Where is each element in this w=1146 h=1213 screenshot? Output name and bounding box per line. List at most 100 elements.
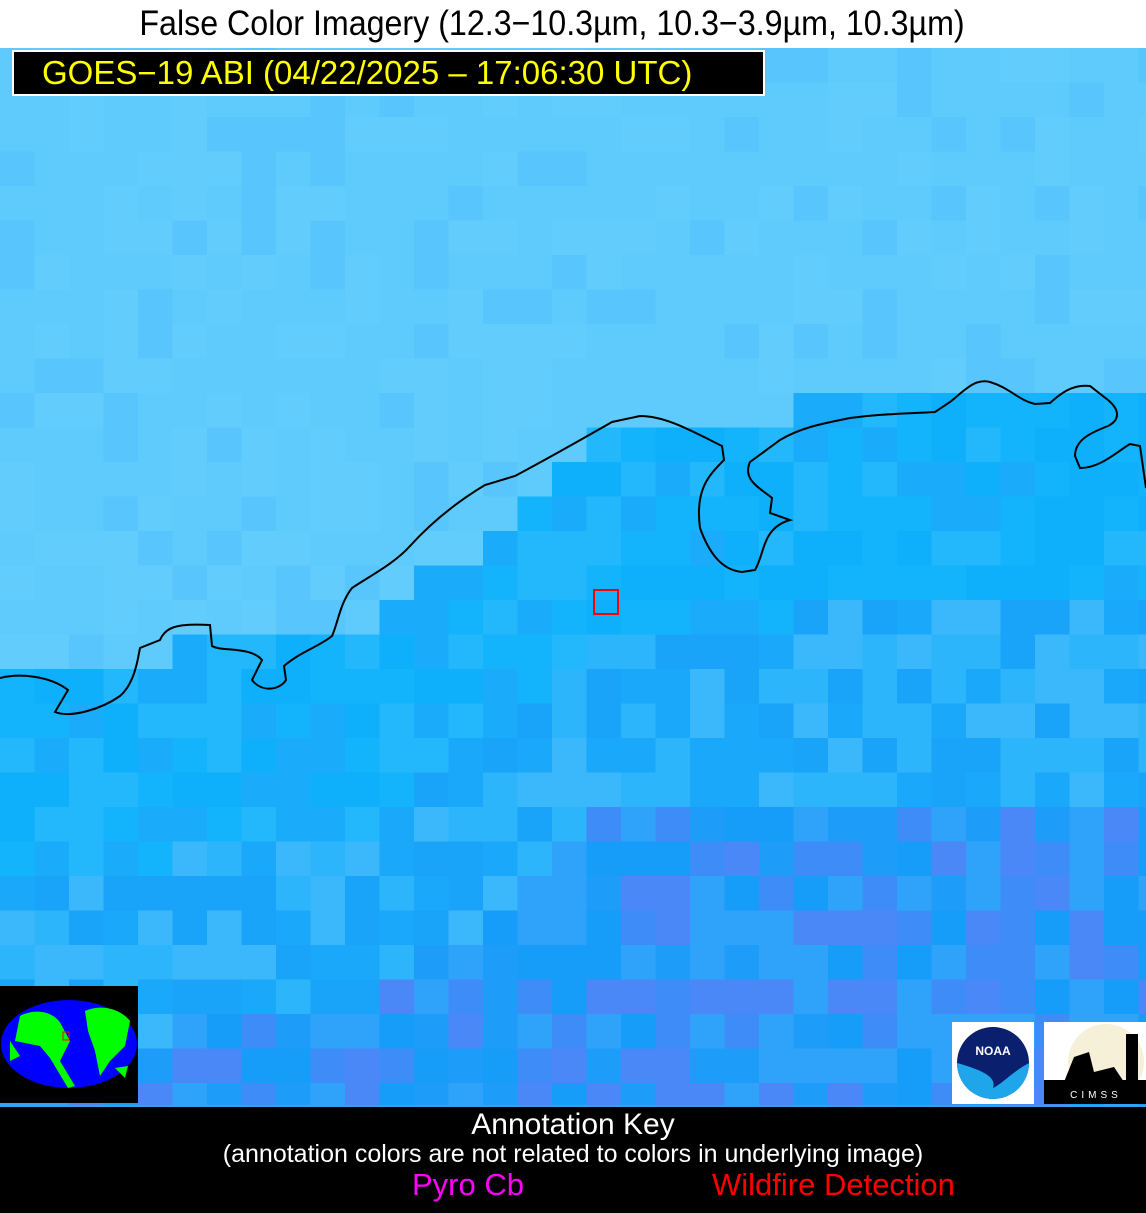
image-pixel <box>1035 738 1071 774</box>
image-pixel <box>759 669 795 705</box>
image-pixel <box>138 462 174 498</box>
image-pixel <box>724 807 760 843</box>
image-pixel <box>897 945 933 981</box>
image-pixel <box>517 945 553 981</box>
image-pixel <box>1000 600 1036 636</box>
image-pixel <box>862 910 898 946</box>
image-pixel <box>1069 393 1105 429</box>
image-pixel <box>379 427 415 463</box>
image-pixel <box>552 1014 588 1050</box>
image-pixel <box>793 1014 829 1050</box>
image-pixel <box>414 807 450 843</box>
image-pixel <box>379 703 415 739</box>
image-pixel <box>414 876 450 912</box>
image-pixel <box>690 600 726 636</box>
image-pixel <box>690 738 726 774</box>
image-pixel <box>1138 82 1146 118</box>
image-pixel <box>103 186 139 222</box>
image-pixel <box>517 841 553 877</box>
image-pixel <box>310 1048 346 1084</box>
image-pixel <box>966 634 1002 670</box>
image-pixel <box>690 531 726 567</box>
image-pixel <box>621 255 657 291</box>
image-pixel <box>897 876 933 912</box>
image-pixel <box>69 807 105 843</box>
image-pixel <box>552 945 588 981</box>
image-pixel <box>586 1083 622 1105</box>
image-pixel <box>862 255 898 291</box>
image-pixel <box>345 462 381 498</box>
image-pixel <box>966 324 1002 360</box>
image-pixel <box>621 496 657 532</box>
image-pixel <box>517 1083 553 1105</box>
image-pixel <box>621 1014 657 1050</box>
image-pixel <box>690 876 726 912</box>
image-pixel <box>414 358 450 394</box>
image-pixel <box>966 462 1002 498</box>
image-pixel <box>34 151 70 187</box>
image-pixel <box>276 220 312 256</box>
image-pixel <box>379 462 415 498</box>
image-pixel <box>828 186 864 222</box>
image-pixel <box>931 82 967 118</box>
image-pixel <box>483 462 519 498</box>
image-pixel <box>448 772 484 808</box>
image-pixel <box>345 1083 381 1105</box>
image-pixel <box>655 669 691 705</box>
image-pixel <box>345 772 381 808</box>
image-pixel <box>759 703 795 739</box>
image-pixel <box>586 531 622 567</box>
image-pixel <box>483 393 519 429</box>
image-pixel <box>621 186 657 222</box>
image-pixel <box>552 876 588 912</box>
image-pixel <box>552 117 588 153</box>
image-pixel <box>345 496 381 532</box>
image-pixel <box>379 772 415 808</box>
image-pixel <box>1035 220 1071 256</box>
image-pixel <box>207 841 243 877</box>
image-pixel <box>621 1048 657 1084</box>
image-pixel <box>1104 358 1140 394</box>
image-pixel <box>34 807 70 843</box>
image-pixel <box>483 255 519 291</box>
image-pixel <box>1000 703 1036 739</box>
image-pixel <box>655 876 691 912</box>
image-pixel <box>103 910 139 946</box>
image-pixel <box>241 220 277 256</box>
image-pixel <box>310 669 346 705</box>
image-pixel <box>1104 565 1140 601</box>
image-pixel <box>1035 496 1071 532</box>
image-pixel <box>759 186 795 222</box>
image-pixel <box>103 565 139 601</box>
image-pixel <box>1138 462 1146 498</box>
image-pixel <box>1035 186 1071 222</box>
image-pixel <box>483 220 519 256</box>
image-pixel <box>690 634 726 670</box>
image-pixel <box>621 462 657 498</box>
image-pixel <box>931 600 967 636</box>
image-pixel <box>517 1014 553 1050</box>
image-pixel <box>69 600 105 636</box>
image-pixel <box>1000 910 1036 946</box>
image-pixel <box>586 358 622 394</box>
image-pixel <box>690 703 726 739</box>
image-pixel <box>345 565 381 601</box>
image-pixel <box>759 496 795 532</box>
image-pixel <box>862 600 898 636</box>
image-pixel <box>897 910 933 946</box>
image-pixel <box>241 945 277 981</box>
image-pixel <box>34 324 70 360</box>
image-pixel <box>621 531 657 567</box>
image-pixel <box>1138 979 1146 1015</box>
image-pixel <box>517 531 553 567</box>
image-pixel <box>586 703 622 739</box>
image-pixel <box>138 531 174 567</box>
image-pixel <box>966 220 1002 256</box>
image-pixel <box>759 255 795 291</box>
image-pixel <box>621 738 657 774</box>
image-pixel <box>138 945 174 981</box>
image-pixel <box>793 427 829 463</box>
image-pixel <box>1035 289 1071 325</box>
image-pixel <box>241 462 277 498</box>
image-pixel <box>862 979 898 1015</box>
